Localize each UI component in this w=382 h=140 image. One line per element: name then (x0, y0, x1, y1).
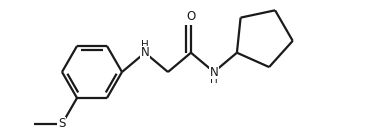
Text: H: H (210, 75, 218, 85)
Text: O: O (186, 10, 196, 23)
Text: H: H (141, 40, 149, 50)
Text: N: N (210, 66, 218, 79)
Text: S: S (58, 117, 66, 130)
Text: N: N (141, 46, 149, 59)
